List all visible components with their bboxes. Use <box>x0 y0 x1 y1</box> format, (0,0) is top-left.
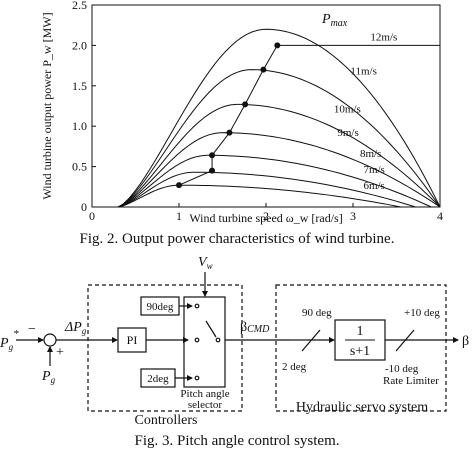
mpp-point <box>209 152 216 159</box>
power-curve-6m/s <box>117 184 401 208</box>
deg90-label: 90deg <box>147 301 174 313</box>
x-tick-label: 4 <box>437 209 443 223</box>
x-tick-label: 3 <box>350 209 356 223</box>
beta-out-label: β <box>462 334 469 349</box>
plus10-label: +10 deg <box>404 307 440 319</box>
series-label-6m/s: 6m/s <box>363 180 384 192</box>
mpp-point <box>176 182 182 189</box>
mpp-point <box>209 167 216 174</box>
x-tick-label: 2 <box>263 209 269 223</box>
controllers-label: Controllers <box>135 413 198 428</box>
ninety-deg-label: 90 deg <box>302 307 332 319</box>
minus-sign: − <box>28 322 36 337</box>
summing-junction <box>43 333 57 347</box>
pitch-control-diagram <box>16 272 459 412</box>
rate-limiter-block <box>395 329 415 352</box>
power-curve-7m/s <box>117 171 416 208</box>
pg-label: Pg <box>41 369 56 385</box>
y-tick-label: 2.5 <box>72 0 87 12</box>
vw-label: Vw <box>198 255 213 271</box>
y-tick-label: 0.5 <box>72 160 87 174</box>
tf-numerator: 1 <box>357 324 364 339</box>
deg2-label: 2deg <box>147 373 169 385</box>
fig3-caption: Fig. 3. Pitch angle control system. <box>135 433 340 449</box>
mpp-point <box>274 42 281 49</box>
mpp-point <box>260 66 267 73</box>
series-label-12m/s: 12m/s <box>370 32 397 44</box>
pmax-label: Pmax <box>321 12 348 29</box>
series-label-9m/s: 9m/s <box>337 127 358 139</box>
rate-limiter-label: Rate Limiter <box>383 375 439 387</box>
power-curve-12m/s <box>117 28 441 208</box>
power-curve-9m/s <box>117 132 441 208</box>
power-curve-8m/s <box>117 154 432 208</box>
x-axis-label: Wind turbine speed ω_w [rad/s] <box>189 211 342 225</box>
x-tick-label: 0 <box>89 209 95 223</box>
hydraulic-box <box>275 284 447 412</box>
mpp-curve <box>176 42 281 189</box>
series-label-7m/s: 7m/s <box>363 164 384 176</box>
series-label-11m/s: 11m/s <box>350 65 377 77</box>
power-curve-11m/s <box>117 69 441 208</box>
series-labels: 6m/s 7m/s 8m/s9m/s 10m/s 11m/s 12m/s <box>334 32 397 193</box>
hydraulic-label: Hydraulic servo system <box>296 400 428 415</box>
mpp-point <box>226 129 233 136</box>
tf-denominator: s+1 <box>350 344 370 359</box>
selector-label-1: Pitch angle <box>180 388 229 400</box>
power-curves <box>117 28 441 208</box>
delta-pg-label: ΔPg <box>64 320 87 336</box>
pg-star-label: Pg* <box>0 328 19 352</box>
mpp-point <box>242 101 249 108</box>
y-axis-label: Wind turbine output power P_w [MW] <box>40 12 54 199</box>
series-label-8m/s: 8m/s <box>360 148 381 160</box>
power-curve-10m/s <box>117 103 441 208</box>
two-deg-label: 2 deg <box>282 361 307 373</box>
y-tick-label: 1.0 <box>72 119 87 133</box>
series-label-10m/s: 10m/s <box>334 103 361 115</box>
power-chart: 0 1 2 3 4 0 0.5 1.0 1.5 2.0 2.5 6m/s 7m/s 8m/s9m/s 1… <box>40 0 443 225</box>
fig2-caption: Fig. 2. Output power characteristics of … <box>80 231 395 247</box>
pi-label: PI <box>127 333 138 347</box>
beta-cmd-label: βCMD <box>240 320 270 335</box>
pitch-angle-selector <box>183 296 226 388</box>
selector-switch <box>205 320 217 338</box>
y-tick-label: 0 <box>81 200 87 214</box>
mpp-polyline <box>178 45 278 186</box>
x-axis-ticks: 0 1 2 3 4 <box>89 203 443 223</box>
plus-sign: + <box>56 345 64 360</box>
controllers-box <box>87 284 243 412</box>
y-tick-label: 1.5 <box>72 79 87 93</box>
minus10-label: -10 deg <box>385 363 419 375</box>
y-tick-label: 2.0 <box>72 38 87 52</box>
y-axis-ticks: 0 0.5 1.0 1.5 2.0 2.5 <box>72 0 96 214</box>
x-tick-label: 1 <box>176 209 182 223</box>
selector-label-2: selector <box>188 399 223 411</box>
